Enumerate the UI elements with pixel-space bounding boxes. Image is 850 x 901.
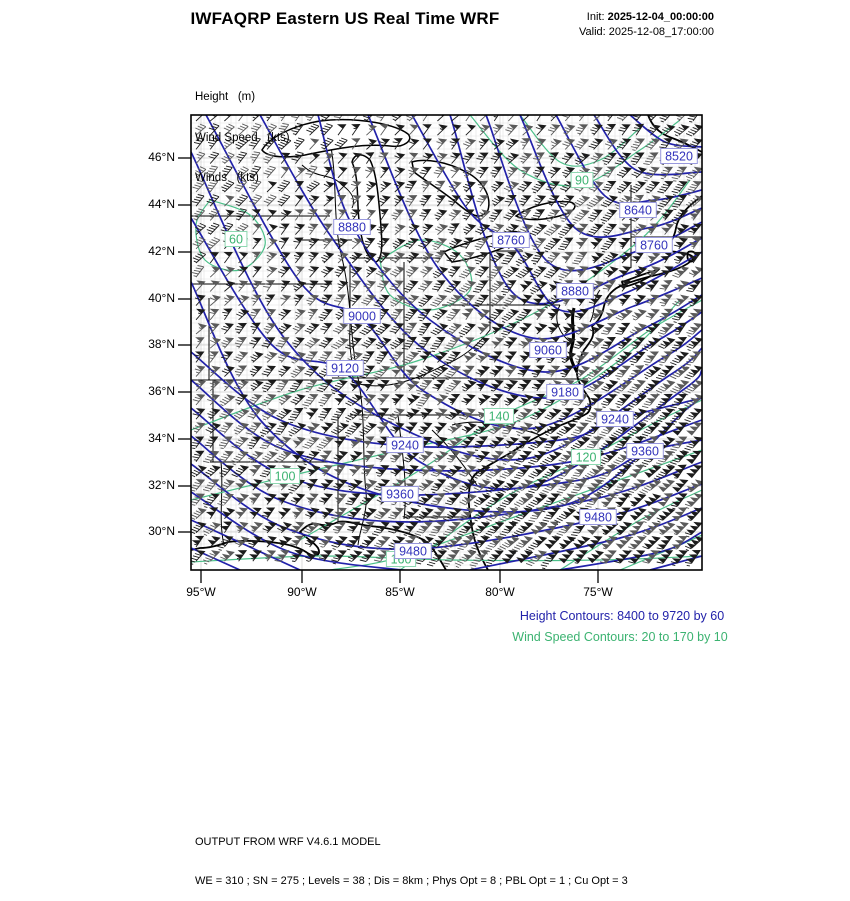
svg-text:140: 140	[489, 409, 510, 423]
page-title: IWFAQRP Eastern US Real Time WRF	[190, 9, 500, 28]
lat-tick-label: 30°N	[148, 524, 175, 538]
svg-text:8520: 8520	[665, 149, 693, 163]
footer-line1: OUTPUT FROM WRF V4.6.1 MODEL	[195, 836, 381, 848]
svg-text:9120: 9120	[331, 361, 359, 375]
svg-text:9240: 9240	[601, 412, 629, 426]
lat-tick-label: 40°N	[148, 291, 175, 305]
windspeed-contour-caption: Wind Speed Contours: 20 to 170 by 10	[512, 630, 728, 644]
init-label: Init:	[586, 11, 605, 23]
svg-text:8760: 8760	[497, 233, 525, 247]
footer-line2: WE = 310 ; SN = 275 ; Levels = 38 ; Dis …	[195, 875, 628, 887]
svg-text:120: 120	[576, 450, 597, 464]
legend-windspeed: Wind Speed (kts)	[195, 131, 290, 144]
svg-text:9180: 9180	[551, 385, 579, 399]
svg-text:60: 60	[229, 232, 243, 246]
height-contour-caption: Height Contours: 8400 to 9720 by 60	[519, 609, 725, 623]
lat-tick-label: 34°N	[148, 431, 175, 445]
height-contour-labels: 8520 8640 8760 8760 8880 8880 9000 9060 9120 9180…	[326, 148, 698, 559]
lon-tick-label: 95°W	[186, 585, 216, 599]
lon-tick-label: 85°W	[385, 585, 415, 599]
svg-text:9000: 9000	[348, 309, 376, 323]
valid-value: 2025-12-08_17:00:00	[608, 26, 714, 38]
lon-tick-label: 80°W	[485, 585, 515, 599]
svg-text:9240: 9240	[391, 438, 419, 452]
svg-text:9480: 9480	[399, 544, 427, 558]
svg-text:8880: 8880	[338, 220, 366, 234]
legend-winds: Winds (kts)	[195, 172, 259, 184]
lat-tick-label: 42°N	[148, 244, 175, 258]
field-legend: Height (m) Wind Speed (kts) Winds (kts)	[195, 64, 290, 199]
lon-tick-label: 90°W	[287, 585, 317, 599]
init-value: 2025-12-04_00:00:00	[607, 11, 714, 23]
svg-text:9480: 9480	[584, 510, 612, 524]
legend-height: Height (m)	[195, 91, 256, 103]
axis-ticks	[178, 157, 599, 583]
run-times: Init: 2025-12-04_00:00:00 Valid: 2025-12…	[579, 10, 714, 40]
lat-tick-label: 32°N	[148, 478, 175, 492]
lat-tick-label: 38°N	[148, 337, 175, 351]
svg-text:8640: 8640	[624, 203, 652, 217]
svg-text:9360: 9360	[631, 444, 659, 458]
svg-text:8880: 8880	[561, 284, 589, 298]
map-frame	[190, 114, 703, 571]
svg-text:9060: 9060	[534, 343, 562, 357]
model-footer: OUTPUT FROM WRF V4.6.1 MODEL WE = 310 ; …	[195, 810, 628, 901]
lat-tick-label: 46°N	[148, 150, 175, 164]
init-time: Init: 2025-12-04_00:00:00	[579, 10, 714, 25]
valid-time: Valid: 2025-12-08_17:00:00	[579, 25, 714, 40]
lat-tick-label: 36°N	[148, 384, 175, 398]
svg-text:8760: 8760	[640, 238, 668, 252]
svg-text:90: 90	[575, 173, 589, 187]
valid-label: Valid:	[579, 26, 606, 38]
lat-tick-label: 44°N	[148, 197, 175, 211]
svg-text:9360: 9360	[386, 487, 414, 501]
lon-tick-label: 75°W	[583, 585, 613, 599]
svg-text:100: 100	[275, 469, 296, 483]
